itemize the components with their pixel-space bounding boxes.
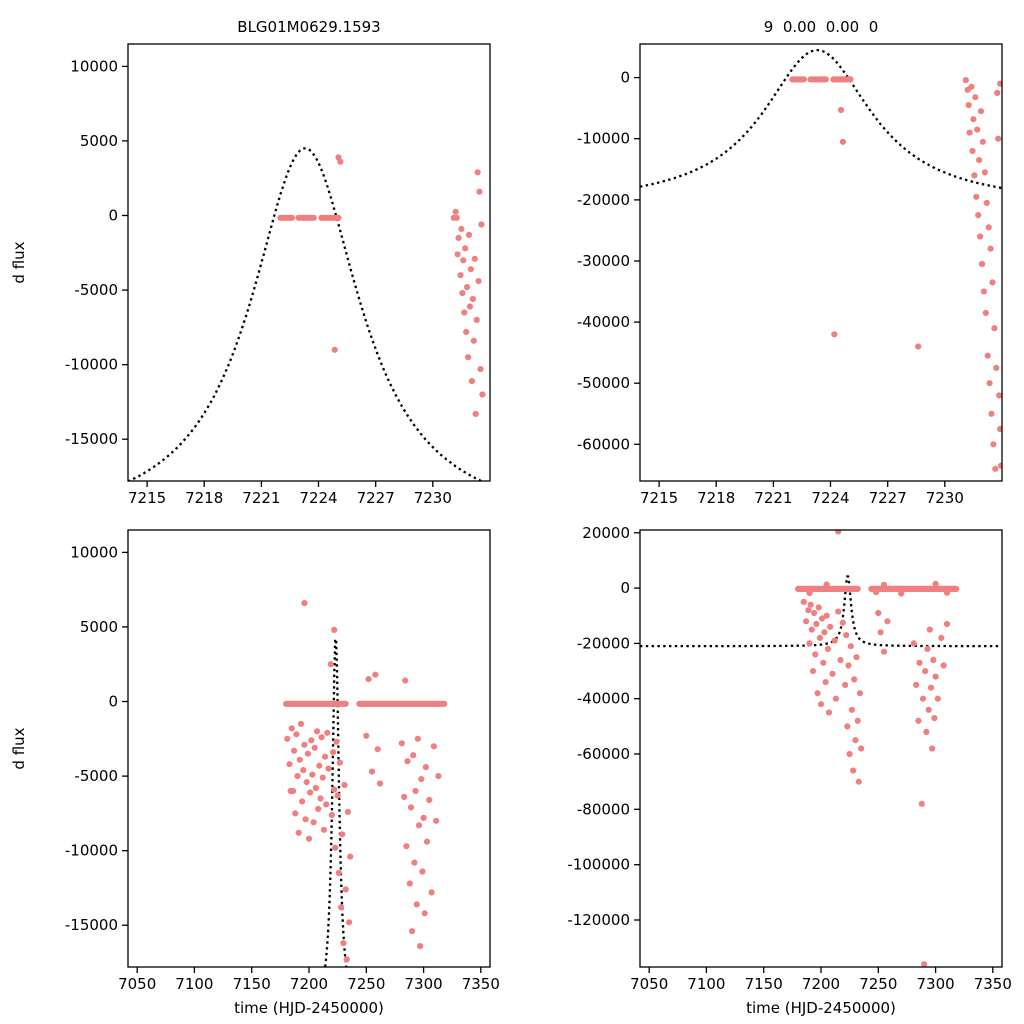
svg-text:7215: 7215 — [640, 489, 678, 507]
svg-text:20000: 20000 — [582, 524, 630, 542]
data-points — [795, 530, 960, 967]
svg-text:-15000: -15000 — [65, 916, 118, 934]
svg-text:7218: 7218 — [185, 489, 223, 507]
svg-text:-120000: -120000 — [567, 911, 630, 929]
svg-text:7200: 7200 — [802, 975, 840, 993]
svg-text:-100000: -100000 — [567, 856, 630, 874]
svg-text:-50000: -50000 — [577, 374, 630, 392]
svg-text:7224: 7224 — [811, 489, 849, 507]
axis-ticks: 7215 7218 7221 7224 7227 7230 -15000 -10000 -500… — [65, 57, 452, 507]
plot-frame — [127, 43, 491, 482]
svg-text:7227: 7227 — [869, 489, 907, 507]
svg-text:-20000: -20000 — [577, 634, 630, 652]
svg-text:7215: 7215 — [128, 489, 166, 507]
svg-text:7230: 7230 — [926, 489, 964, 507]
svg-text:5000: 5000 — [80, 132, 118, 150]
svg-text:7221: 7221 — [242, 489, 280, 507]
svg-text:10000: 10000 — [70, 543, 118, 561]
svg-text:-5000: -5000 — [74, 281, 118, 299]
svg-text:0: 0 — [108, 207, 118, 225]
model-curve — [640, 48, 1002, 190]
panel-bottom-right-plot: 7050 7100 7150 7200 7250 7300 7350 -120000 -1000… — [567, 524, 1012, 1017]
svg-text:-40000: -40000 — [577, 313, 630, 331]
panel-top-left-plot: 7215 7218 7221 7224 7227 7230 -15000 -10000 -500… — [10, 18, 491, 507]
model-curve — [128, 147, 485, 481]
svg-text:7221: 7221 — [754, 489, 792, 507]
svg-text:7150: 7150 — [233, 975, 271, 993]
svg-text:7200: 7200 — [290, 975, 328, 993]
svg-text:7050: 7050 — [630, 975, 668, 993]
svg-text:7224: 7224 — [299, 489, 337, 507]
svg-text:7218: 7218 — [697, 489, 735, 507]
axis-ticks: 7215 7218 7221 7224 7227 7230 -60000 -50000 -400… — [577, 69, 964, 507]
panel-top-right-plot: 7215 7218 7221 7224 7227 7230 -60000 -50000 -400… — [577, 18, 1003, 507]
svg-text:7300: 7300 — [917, 975, 955, 993]
data-points — [283, 600, 448, 963]
data-points — [277, 154, 486, 417]
svg-text:7227: 7227 — [357, 489, 395, 507]
svg-text:-30000: -30000 — [577, 252, 630, 270]
svg-text:-60000: -60000 — [577, 745, 630, 763]
model-curve — [323, 637, 348, 967]
panel-title: BLG01M0629.1593 — [237, 18, 380, 36]
svg-text:-40000: -40000 — [577, 690, 630, 708]
data-points — [789, 76, 1002, 472]
panel-bottom-left: 7050 7100 7150 7200 7250 7300 7350 -15000 -10000… — [0, 512, 512, 1024]
panel-bottom-left-plot: 7050 7100 7150 7200 7250 7300 7350 -15000 -10000… — [10, 529, 500, 1017]
svg-text:7100: 7100 — [175, 975, 213, 993]
axis-ticks: 7050 7100 7150 7200 7250 7300 7350 -120000 -1000… — [567, 524, 1012, 993]
x-axis-label: time (HJD-2450000) — [746, 999, 896, 1017]
svg-text:-80000: -80000 — [577, 800, 630, 818]
svg-text:0: 0 — [620, 69, 630, 87]
y-axis-label: d flux — [10, 241, 28, 283]
svg-text:7250: 7250 — [347, 975, 385, 993]
svg-text:7230: 7230 — [414, 489, 452, 507]
svg-text:-10000: -10000 — [65, 842, 118, 860]
svg-text:0: 0 — [108, 693, 118, 711]
svg-text:7150: 7150 — [745, 975, 783, 993]
svg-text:-5000: -5000 — [74, 767, 118, 785]
plot-frame — [639, 43, 1003, 482]
panel-top-right: 7215 7218 7221 7224 7227 7230 -60000 -50000 -400… — [512, 0, 1024, 512]
svg-text:7250: 7250 — [859, 975, 897, 993]
x-axis-label: time (HJD-2450000) — [234, 999, 384, 1017]
svg-text:5000: 5000 — [80, 618, 118, 636]
svg-text:-10000: -10000 — [577, 130, 630, 148]
svg-text:10000: 10000 — [70, 57, 118, 75]
svg-text:7100: 7100 — [687, 975, 725, 993]
model-curve — [640, 575, 1002, 648]
panel-top-left: 7215 7218 7221 7224 7227 7230 -15000 -10000 -500… — [0, 0, 512, 512]
panel-title: 9 0.00 0.00 0 — [764, 18, 879, 36]
axis-ticks: 7050 7100 7150 7200 7250 7300 7350 -15000 -10000… — [65, 543, 500, 993]
svg-text:7300: 7300 — [405, 975, 443, 993]
svg-text:7050: 7050 — [118, 975, 156, 993]
y-axis-label: d flux — [10, 727, 28, 769]
svg-text:7350: 7350 — [462, 975, 500, 993]
svg-text:-10000: -10000 — [65, 356, 118, 374]
svg-text:-15000: -15000 — [65, 430, 118, 448]
svg-text:-20000: -20000 — [577, 191, 630, 209]
panel-bottom-right: 7050 7100 7150 7200 7250 7300 7350 -120000 -1000… — [512, 512, 1024, 1024]
svg-text:0: 0 — [620, 579, 630, 597]
svg-text:-60000: -60000 — [577, 435, 630, 453]
svg-text:7350: 7350 — [974, 975, 1012, 993]
